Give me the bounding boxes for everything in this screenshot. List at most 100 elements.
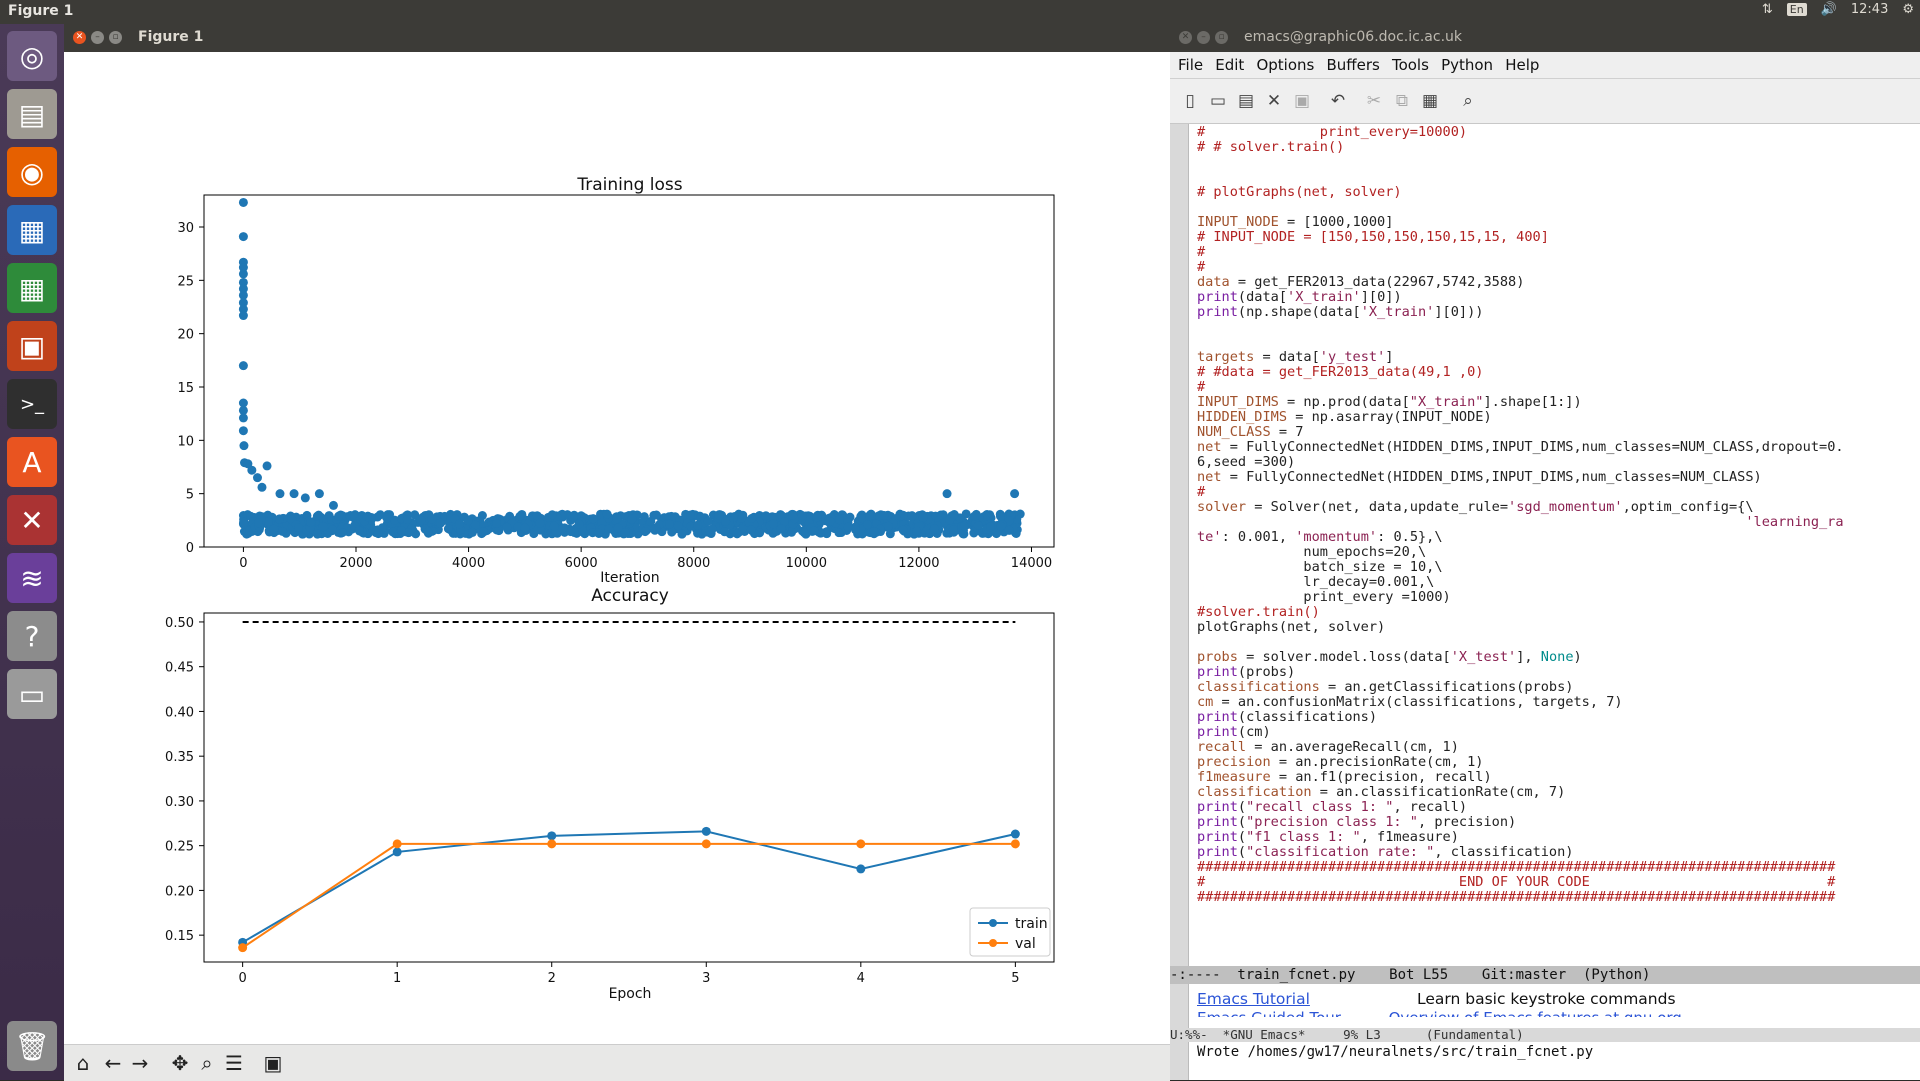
terminal-icon[interactable]: >_ [7,379,57,429]
code-line[interactable]: print(cm) [1197,725,1917,740]
emacs-scrollbar[interactable] [1170,124,1189,1080]
menu-edit[interactable]: Edit [1215,56,1245,74]
code-line[interactable]: print(data['X_train'][0]) [1197,290,1917,305]
minimize-icon[interactable]: – [91,31,104,44]
code-line[interactable]: # [1197,485,1917,500]
code-line[interactable]: # [1197,380,1917,395]
code-line[interactable]: print(np.shape(data['X_train'][0])) [1197,305,1917,320]
back-arrow-icon[interactable]: ← [104,1051,122,1075]
close-icon[interactable]: ✕ [73,31,86,44]
help-icon[interactable]: ? [7,611,57,661]
code-line[interactable]: solver = Solver(net, data,update_rule='s… [1197,500,1917,515]
code-line[interactable]: # print_every=10000) [1197,125,1917,140]
code-line[interactable]: INPUT_DIMS = np.prod(data["X_train"].sha… [1197,395,1917,410]
code-line[interactable]: num_epochs=20,\ [1197,545,1917,560]
open-folder-icon[interactable]: ▭ [1209,91,1227,111]
volume-icon[interactable]: 🔊 [1820,2,1837,17]
save-icon[interactable]: ▣ [1293,91,1311,111]
code-line[interactable]: print("f1 class 1: ", f1measure) [1197,830,1917,845]
emacs-tutorial-link[interactable]: Emacs Tutorial [1197,990,1310,1008]
code-line[interactable]: f1measure = an.f1(precision, recall) [1197,770,1917,785]
code-line[interactable]: # [1197,245,1917,260]
code-line[interactable]: print(probs) [1197,665,1917,680]
new-file-icon[interactable]: ▯ [1185,91,1195,111]
firefox-icon[interactable]: ◉ [7,147,57,197]
code-line[interactable]: data = get_FER2013_data(22967,5742,3588) [1197,275,1917,290]
code-line[interactable]: 6,seed =300) [1197,455,1917,470]
code-line[interactable]: precision = an.precisionRate(cm, 1) [1197,755,1917,770]
code-line[interactable]: targets = data['y_test'] [1197,350,1917,365]
code-line[interactable]: te': 0.001, 'momentum': 0.5},\ [1197,530,1917,545]
impress-icon[interactable]: ▣ [7,321,57,371]
copy-icon[interactable]: ⧉ [1395,91,1409,111]
menu-buffers[interactable]: Buffers [1326,56,1380,74]
trash-icon[interactable]: 🗑 [7,1021,57,1071]
software-center-icon[interactable]: A [7,437,57,487]
code-line[interactable]: # # solver.train() [1197,140,1917,155]
dired-icon[interactable]: ▤ [1237,91,1255,111]
figure-canvas[interactable]: Training loss 0 2000 4000 6000 8000 10000 1200… [64,52,1170,1044]
settings-gear-icon[interactable]: ⚙ [1902,2,1914,17]
emacs-guided-tour-link[interactable]: Emacs Guided Tour Overview of Emacs feat… [1197,1009,1682,1017]
code-line[interactable] [1197,635,1917,650]
menu-help[interactable]: Help [1505,56,1540,74]
code-line[interactable] [1197,320,1917,335]
code-line[interactable]: # plotGraphs(net, solver) [1197,185,1917,200]
code-line[interactable]: #solver.train() [1197,605,1917,620]
undo-icon[interactable]: ↶ [1330,91,1346,111]
code-line[interactable]: net = FullyConnectedNet(HIDDEN_DIMS,INPU… [1197,470,1917,485]
search-icon[interactable]: ⌕ [1463,91,1473,111]
code-line[interactable] [1197,170,1917,185]
code-line[interactable]: 'learning_ra [1197,515,1917,530]
code-line[interactable]: # #data = get_FER2013_data(49,1 ,0) [1197,365,1917,380]
code-line[interactable]: print(classifications) [1197,710,1917,725]
code-line[interactable]: print_every =1000) [1197,590,1917,605]
code-line[interactable]: # INPUT_NODE = [150,150,150,150,15,15, 4… [1197,230,1917,245]
home-icon[interactable]: ⌂ [76,1051,90,1075]
code-line[interactable]: print("recall class 1: ", recall) [1197,800,1917,815]
ubuntu-dash-icon[interactable]: ◎ [7,31,57,81]
writer-icon[interactable]: ▦ [7,205,57,255]
files-icon[interactable]: ▤ [7,89,57,139]
menu-file[interactable]: File [1178,56,1204,74]
code-line[interactable]: print("classification rate: ", classific… [1197,845,1917,860]
menu-tools[interactable]: Tools [1391,56,1429,74]
code-line[interactable]: recall = an.averageRecall(cm, 1) [1197,740,1917,755]
maximize-icon[interactable]: ▫ [109,31,122,44]
menu-options[interactable]: Options [1256,56,1315,74]
code-line[interactable]: plotGraphs(net, solver) [1197,620,1917,635]
close-buffer-icon[interactable]: ✕ [1266,91,1282,111]
zoom-icon[interactable]: ⌕ [201,1051,213,1075]
network-icon[interactable]: ⇅ [1761,2,1773,17]
menu-python[interactable]: Python [1441,56,1494,74]
code-line[interactable] [1197,200,1917,215]
save-icon[interactable]: ▣ [263,1051,283,1075]
emacs-icon[interactable]: ≋ [7,553,57,603]
code-line[interactable]: ########################################… [1197,890,1917,905]
code-line[interactable]: # END OF YOUR CODE # [1197,875,1917,890]
code-line[interactable]: NUM_CLASS = 7 [1197,425,1917,440]
cut-icon[interactable]: ✂ [1366,91,1382,111]
code-line[interactable]: net = FullyConnectedNet(HIDDEN_DIMS,INPU… [1197,440,1917,455]
pan-icon[interactable]: ✥ [171,1051,189,1075]
code-line[interactable] [1197,155,1917,170]
clock[interactable]: 12:43 [1850,2,1889,17]
code-line[interactable] [1197,335,1917,350]
code-line[interactable]: print("precision class 1: ", precision) [1197,815,1917,830]
system-settings-icon[interactable]: ✕ [7,495,57,545]
code-line[interactable]: classification = an.classificationRate(c… [1197,785,1917,800]
code-line[interactable]: classifications = an.getClassifications(… [1197,680,1917,695]
minimize-icon[interactable]: – [1197,31,1210,44]
close-icon[interactable]: ✕ [1179,31,1192,44]
calc-icon[interactable]: ▦ [7,263,57,313]
code-line[interactable]: INPUT_NODE = [1000,1000] [1197,215,1917,230]
code-buffer[interactable]: # print_every=10000) # # solver.train() # … [1197,125,1917,965]
code-line[interactable]: ########################################… [1197,860,1917,875]
paste-icon[interactable]: ▦ [1421,91,1439,111]
disk-icon[interactable]: ▭ [7,669,57,719]
code-line[interactable]: # [1197,260,1917,275]
code-line[interactable]: batch_size = 10,\ [1197,560,1917,575]
code-line[interactable]: lr_decay=0.001,\ [1197,575,1917,590]
maximize-icon[interactable]: ▫ [1215,31,1228,44]
code-line[interactable]: HIDDEN_DIMS = np.asarray(INPUT_NODE) [1197,410,1917,425]
